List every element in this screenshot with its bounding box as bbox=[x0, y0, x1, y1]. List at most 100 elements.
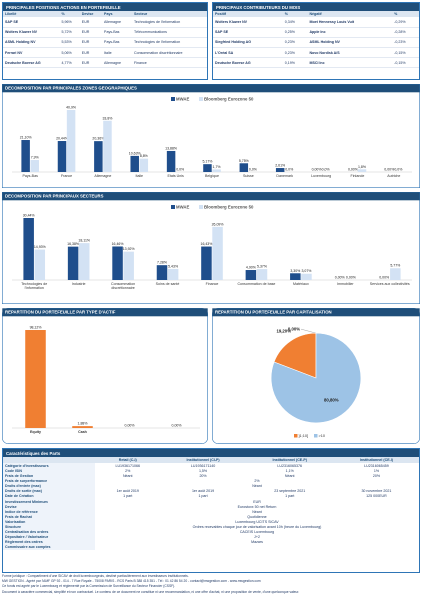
value-label: 0,0% bbox=[322, 168, 330, 172]
section-title: PRINCIPALES POSITIONS ACTIONS EN PORTEFE… bbox=[3, 3, 207, 11]
category-label-box: Danemark bbox=[276, 173, 293, 178]
cell: EUR bbox=[79, 47, 103, 59]
value-label: 21,10% bbox=[20, 136, 32, 140]
value-label: 5,43% bbox=[168, 264, 178, 268]
column-header: Devise bbox=[79, 11, 103, 18]
characteristics: Caractéristiques des Parts Retail (C-I) In… bbox=[2, 448, 420, 573]
cell: 0,25% bbox=[282, 27, 308, 38]
row-label: Frais de surperformance bbox=[3, 478, 95, 484]
row-label: Date de Création bbox=[3, 493, 95, 500]
footer: Forme juridique : Compartiment d'une SIC… bbox=[2, 574, 420, 595]
cell: -0,15% bbox=[392, 47, 419, 59]
bar bbox=[167, 268, 179, 280]
row: SAP SE 0,25% Apple Inc -0,28% bbox=[213, 27, 419, 38]
column-header: Négatif bbox=[307, 11, 393, 18]
bar bbox=[72, 426, 93, 428]
x-tick-label: Consommation discrétionnaire bbox=[111, 281, 136, 290]
row-label: Catégorie d'investisseurs bbox=[3, 463, 95, 469]
x-tick-label: Matériaux bbox=[292, 281, 309, 286]
cell: EUR bbox=[253, 499, 261, 504]
value-label: 0,00% bbox=[125, 424, 135, 428]
top-positions: PRINCIPALES POSITIONS ACTIONS EN PORTEFE… bbox=[2, 2, 208, 80]
cell: CACEIS Luxembourg bbox=[239, 530, 275, 535]
column-header: Institutionnel (CE-I) bbox=[333, 457, 419, 464]
footer-text: MW GESTION - Agréé par l'AMF GP 92 - 014… bbox=[2, 579, 261, 584]
cell: 0,23% bbox=[282, 47, 308, 59]
category-label-box: Italie bbox=[135, 174, 143, 178]
header-row: Positif% Négatif% bbox=[213, 11, 419, 18]
value-label: 16,46% bbox=[112, 242, 124, 246]
row: L'Oréal SA 0,23% Novo Nordisk A/S -0,15% bbox=[213, 47, 419, 59]
value-label: 16,43% bbox=[201, 242, 213, 246]
bar bbox=[203, 164, 212, 172]
value-label: 10,63% bbox=[129, 151, 141, 155]
column-header: Institutionnel (CI-P) bbox=[160, 457, 246, 464]
value-label: 5,37% bbox=[257, 265, 267, 269]
legend-label: Bloomberg Eurozone 50 bbox=[204, 96, 254, 101]
value-label: 4,90% bbox=[246, 266, 256, 270]
category-label-box: Equity bbox=[30, 430, 41, 434]
cell: Finance bbox=[131, 57, 207, 69]
category-label-box: Services aux collectivités bbox=[369, 281, 410, 286]
value-label: 0,00% bbox=[172, 424, 182, 428]
x-tick-label: Allemagne bbox=[94, 173, 112, 178]
cell: Apple Inc bbox=[307, 27, 393, 38]
category-label-box: Allemagne bbox=[94, 173, 112, 178]
column-header: Pays bbox=[102, 11, 132, 18]
x-tick-label: Danemark bbox=[276, 173, 293, 178]
bar bbox=[57, 141, 67, 172]
cell: EUR bbox=[79, 37, 103, 48]
x-tick-label: Soins de santé bbox=[155, 281, 180, 286]
cell: Deutsche Boerse AG bbox=[213, 57, 283, 69]
bar bbox=[123, 251, 134, 280]
row-label: Commissaire aux comptes bbox=[3, 544, 95, 550]
cell: Technologies de l'information bbox=[131, 37, 207, 48]
chart-title: REPARTITION DU PORTEFEUILLE PAR CAPITALI… bbox=[215, 310, 332, 315]
bar bbox=[67, 246, 79, 280]
cell: 2% bbox=[125, 469, 131, 474]
value-label: 40,9% bbox=[66, 106, 76, 110]
value-label: 30,44% bbox=[23, 214, 35, 218]
cell: 20% bbox=[372, 474, 381, 479]
row-label: Code ISIN bbox=[3, 468, 95, 474]
row: Wolters Kluwer NV 0,34% Moet Hennessy Loui… bbox=[213, 17, 419, 28]
bar bbox=[30, 160, 39, 172]
row-label: Structure bbox=[3, 524, 95, 530]
value-label: 1,7% bbox=[213, 165, 221, 169]
cell: -0,15% bbox=[392, 57, 419, 69]
row: Frais de surperformance 2% bbox=[3, 478, 419, 484]
cell: ASML Holding NV bbox=[3, 37, 60, 48]
cell: 1er août 2019 bbox=[116, 489, 139, 494]
row: Frais de Gestion Néant 20% Néant 20% bbox=[3, 473, 419, 479]
cell: J+2 bbox=[254, 535, 260, 540]
cell: -0,29% bbox=[392, 17, 419, 28]
cell: SAP SE bbox=[3, 17, 60, 28]
row: Wolters Kluwer NV 5,72% EUR Pays-Bas Télécom… bbox=[3, 27, 207, 38]
value-label: 0,0% bbox=[176, 168, 184, 172]
title-bar bbox=[2, 84, 420, 93]
category-label-box: Belgique bbox=[205, 174, 219, 178]
x-tick-label: Technologies de l'information bbox=[21, 281, 48, 290]
cell: 5,72% bbox=[59, 27, 80, 38]
cell: -0,23% bbox=[392, 37, 419, 48]
row-label: Indice de référence bbox=[3, 509, 95, 515]
x-tick-label: Immobilier bbox=[337, 281, 354, 286]
pie-slice bbox=[273, 332, 317, 379]
cell: Novo Nordisk A/S bbox=[307, 47, 393, 59]
cell: EUR bbox=[79, 57, 103, 69]
bar bbox=[201, 246, 212, 280]
x-tick-label: Luxembourg bbox=[311, 173, 332, 178]
cell: Ordres recevables chaque jour de valoris… bbox=[192, 525, 322, 530]
bar bbox=[212, 169, 221, 172]
footer-text: Forme juridique : Compartiment d'une SIC… bbox=[2, 574, 189, 578]
category-label-box: Matériaux bbox=[292, 281, 309, 286]
bar bbox=[23, 218, 34, 280]
x-tick-label: Services aux collectivités bbox=[369, 281, 410, 286]
cell: Quotidienne bbox=[247, 514, 267, 519]
bar bbox=[34, 249, 46, 280]
value-label: 1,88% bbox=[78, 422, 88, 426]
chart: REPARTITION DU PORTEFEUILLE PAR CAPITALI… bbox=[212, 308, 420, 444]
category-label-box: Suisse bbox=[243, 174, 254, 178]
value-label: 13,92% bbox=[123, 247, 135, 251]
legend-swatch bbox=[171, 97, 175, 101]
